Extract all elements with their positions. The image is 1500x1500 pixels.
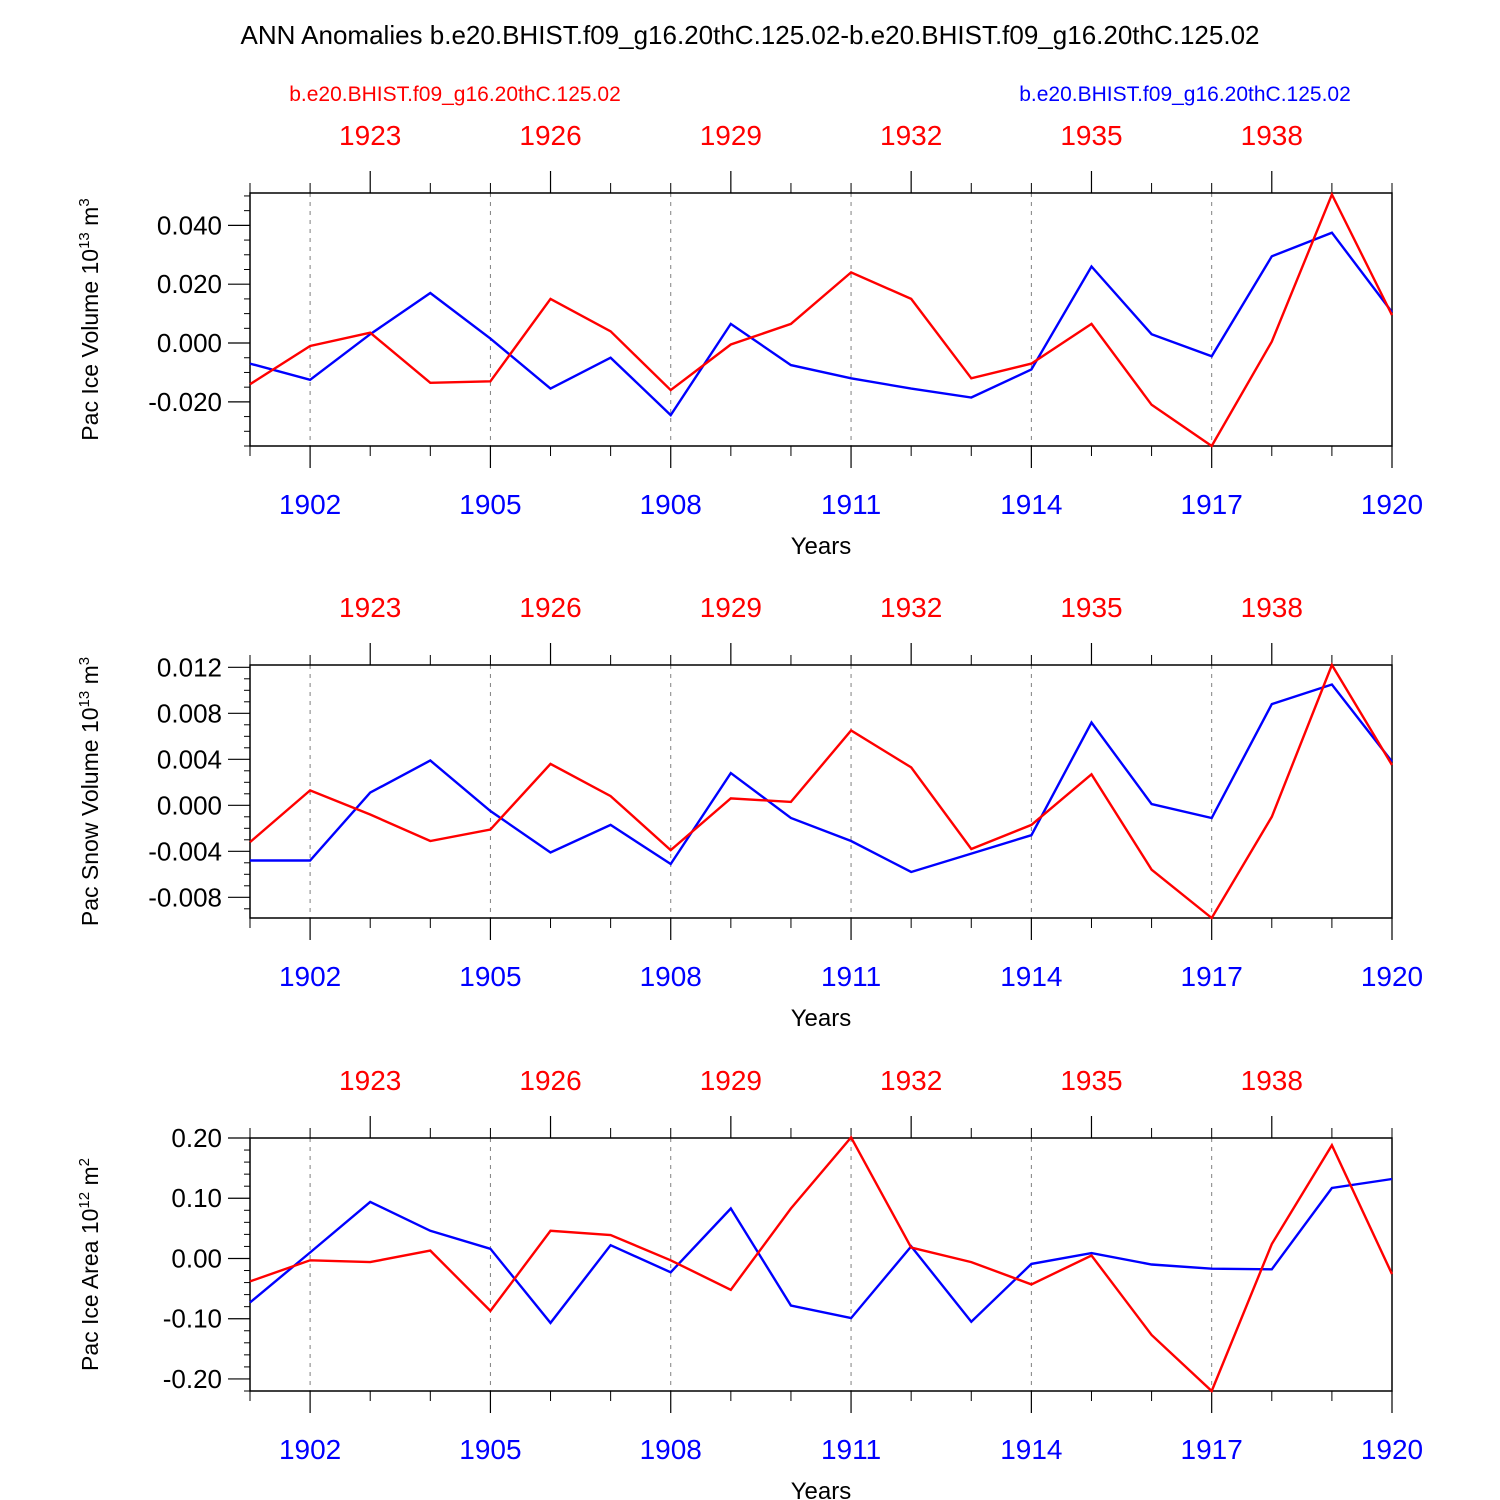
legend-label-red: b.e20.BHIST.f09_g16.20thC.125.02 (289, 83, 621, 106)
x-tick-label-bottom: 1914 (1000, 489, 1062, 520)
series-line-blue (250, 683, 1393, 874)
x-tick-label-bottom: 1911 (821, 1434, 881, 1465)
y-tick-label: 0.000 (157, 328, 222, 358)
x-tick-label-bottom: 1914 (1000, 961, 1062, 992)
y-axis-label: Pac Snow Volume 1013 m3 (76, 657, 103, 926)
x-tick-label-bottom: 1914 (1000, 1434, 1062, 1465)
y-tick-label: -0.004 (148, 836, 222, 866)
x-tick-label-top: 1938 (1241, 592, 1303, 623)
x-tick-label-bottom: 1902 (279, 489, 341, 520)
x-axis-label: Years (791, 533, 852, 560)
x-tick-label-top: 1932 (880, 592, 942, 623)
y-tick-label: -0.020 (148, 387, 222, 417)
series-line-blue (249, 231, 1393, 417)
x-tick-label-top: 1923 (339, 592, 401, 623)
x-axis-label: Years (791, 1478, 852, 1500)
x-tick-label-top: 1923 (339, 120, 401, 151)
x-tick-label-top: 1926 (519, 120, 581, 151)
x-tick-label-bottom: 1917 (1181, 489, 1243, 520)
y-axis-label: Pac Ice Area 1012 m2 (76, 1158, 103, 1371)
x-tick-label-top: 1929 (700, 1065, 762, 1096)
x-tick-label-bottom: 1905 (459, 489, 521, 520)
x-tick-label-bottom: 1917 (1181, 961, 1243, 992)
x-tick-label-top: 1926 (519, 592, 581, 623)
x-tick-label-top: 1935 (1060, 120, 1122, 151)
plot-frame (249, 192, 1393, 447)
y-tick-label: 0.004 (157, 744, 222, 774)
x-tick-label-bottom: 1920 (1361, 1434, 1423, 1465)
plot-frame (249, 664, 1393, 919)
x-tick-label-top: 1935 (1060, 592, 1122, 623)
x-tick-label-bottom: 1911 (821, 961, 881, 992)
y-tick-label: 0.040 (157, 210, 222, 240)
x-tick-label-top: 1938 (1241, 120, 1303, 151)
series-line-red (249, 662, 1394, 920)
legend-label-blue: b.e20.BHIST.f09_g16.20thC.125.02 (1019, 83, 1351, 106)
panel-snow-volume: -0.008 -0.004 0.000 0.004 0.008 0.012 1902 1905… (76, 592, 1423, 1032)
x-tick-label-bottom: 1902 (279, 1434, 341, 1465)
x-tick-label-bottom: 1908 (640, 1434, 702, 1465)
plot-frame (249, 1137, 1393, 1392)
series-line-blue (249, 1177, 1393, 1325)
x-tick-label-top: 1932 (880, 1065, 942, 1096)
x-tick-label-top: 1929 (700, 120, 762, 151)
x-tick-label-top: 1932 (880, 120, 942, 151)
y-tick-label: 0.000 (157, 790, 222, 820)
x-tick-label-top: 1935 (1060, 1065, 1122, 1096)
x-tick-label-bottom: 1905 (459, 1434, 521, 1465)
y-tick-label: -0.008 (148, 882, 222, 912)
series-line-red (249, 1135, 1394, 1394)
y-tick-label: -0.20 (163, 1364, 222, 1394)
y-tick-label: 0.00 (171, 1243, 222, 1273)
figure-title: ANN Anomalies b.e20.BHIST.f09_g16.20thC.… (240, 20, 1259, 50)
x-tick-label-bottom: 1908 (640, 961, 702, 992)
y-tick-label: -0.10 (163, 1304, 222, 1334)
x-tick-label-bottom: 1920 (1361, 489, 1423, 520)
x-tick-label-bottom: 1920 (1361, 961, 1423, 992)
y-tick-label: 0.012 (157, 652, 222, 682)
x-tick-label-bottom: 1908 (640, 489, 702, 520)
x-tick-label-top: 1923 (339, 1065, 401, 1096)
panel-ice-area: -0.20 -0.10 0.00 0.10 0.20 1902 1905 1908 1911 19… (76, 1065, 1423, 1500)
x-tick-label-top: 1938 (1241, 1065, 1303, 1096)
series-line-red (249, 191, 1394, 448)
y-tick-label: 0.10 (171, 1183, 222, 1213)
x-tick-label-bottom: 1905 (459, 961, 521, 992)
y-tick-label: 0.008 (157, 698, 222, 728)
x-tick-label-bottom: 1902 (279, 961, 341, 992)
panel-ice-volume: -0.020 0.000 0.020 0.040 1902 1905 1908 1911 191… (76, 120, 1423, 560)
x-tick-label-top: 1929 (700, 592, 762, 623)
x-tick-label-top: 1926 (519, 1065, 581, 1096)
y-axis-label: Pac Ice Volume 1013 m3 (76, 198, 103, 440)
y-tick-label: 0.20 (171, 1123, 222, 1153)
y-tick-label: 0.020 (157, 269, 222, 299)
x-tick-label-bottom: 1917 (1181, 1434, 1243, 1465)
x-tick-label-bottom: 1911 (821, 489, 881, 520)
x-axis-label: Years (791, 1005, 852, 1032)
